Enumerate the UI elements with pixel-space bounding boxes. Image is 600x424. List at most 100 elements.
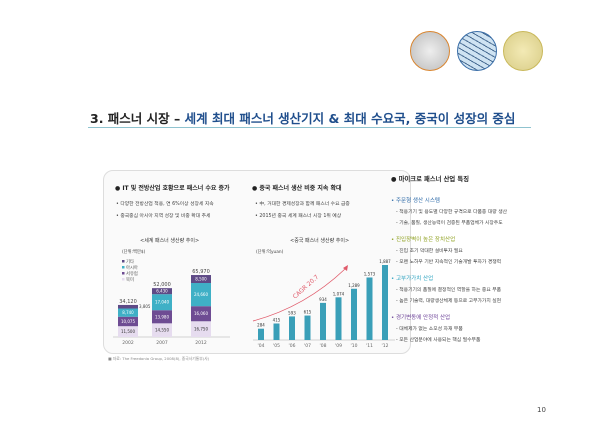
data-label: 284 bbox=[257, 323, 265, 328]
segment-label: 10,075 bbox=[121, 319, 135, 324]
total-label: 65,970 bbox=[192, 269, 210, 275]
legend-label: 서유럽 bbox=[126, 270, 138, 277]
segment-label: 17,040 bbox=[155, 300, 169, 305]
left-bullet: • 중국중심 아시아 지역 성장 및 비중 확대 추세 bbox=[116, 214, 211, 219]
data-label: 615 bbox=[304, 310, 312, 315]
middle-bullet: • 中, 거대한 경제성장과 함께 패스너 수요 급증 bbox=[255, 202, 350, 207]
feature-item: - 진입 초기 막대한 설비투자 필요 bbox=[396, 249, 463, 254]
cagr-arrowhead bbox=[343, 265, 348, 271]
bar bbox=[335, 297, 342, 340]
total-label: 34,120 bbox=[119, 299, 137, 305]
stacked-bar-segment bbox=[118, 316, 138, 327]
feature-title: • 주문형 생산 시스템 bbox=[391, 198, 440, 204]
segment-label: 16,750 bbox=[194, 327, 208, 332]
stacked-bar-segment bbox=[152, 323, 172, 337]
title-divider bbox=[88, 127, 531, 128]
left-heading: ● IT 및 전방산업 호황으로 패스너 수요 증가 bbox=[115, 185, 230, 192]
legend-label: 기타 bbox=[126, 258, 134, 265]
x-tick-label: '05 bbox=[273, 343, 280, 349]
stacked-bar-segment bbox=[118, 304, 138, 309]
segment-label: 24,660 bbox=[194, 292, 208, 297]
legend-swatch bbox=[122, 266, 125, 269]
feature-item: - 기술, 품질, 생산능력이 검증된 부품업체가 시장주도 bbox=[396, 221, 503, 226]
legend-swatch bbox=[122, 272, 125, 275]
left-bullet: • 다양한 전방산업 적용, 연 6%이상 성장세 지속 bbox=[116, 202, 214, 207]
bar bbox=[273, 323, 280, 340]
x-tick-label: '11 bbox=[366, 343, 373, 349]
features-list: • 주문형 생산 시스템 - 적용기기 및 용도별 다양한 규격으로 다품종 대량… bbox=[391, 196, 507, 343]
screws-photo-icon bbox=[503, 31, 543, 71]
feature-title: • 경기변동에 안정적 산업 bbox=[391, 315, 451, 321]
feature-title: • 고부가가치 산업 bbox=[391, 276, 434, 282]
stacked-bar-segment bbox=[191, 283, 211, 307]
x-tick-label: 2002 bbox=[122, 340, 134, 346]
x-tick-label: 2007 bbox=[156, 340, 168, 346]
x-tick-label: '06 bbox=[289, 343, 296, 349]
x-tick-label: '10 bbox=[351, 343, 358, 349]
cagr-arrow bbox=[252, 268, 346, 322]
middle-heading: ● 중국 패스너 생산 비중 지속 확대 bbox=[252, 185, 342, 192]
segment-label: 14,550 bbox=[155, 328, 169, 333]
fastener-photo-icon bbox=[457, 31, 497, 71]
stacked-bar-segment bbox=[152, 294, 172, 311]
legend-swatch bbox=[122, 260, 125, 263]
legend-label: 아시아 bbox=[126, 264, 138, 271]
data-label: 415 bbox=[273, 318, 281, 323]
legend-swatch bbox=[122, 278, 125, 281]
bolts-photo-icon bbox=[410, 31, 450, 71]
data-label: 1,573 bbox=[364, 271, 376, 276]
segment-label: 6,430 bbox=[156, 289, 168, 294]
x-tick-label: '07 bbox=[304, 343, 311, 349]
feature-item: - 적용기기의 품질에 결정적인 역할을 하는 중요 부품 bbox=[396, 288, 502, 293]
page-number: 10 bbox=[537, 406, 546, 414]
bar bbox=[382, 265, 388, 340]
x-tick-label: '12 bbox=[382, 343, 389, 349]
bar bbox=[258, 328, 264, 340]
cagr-label: CAGR 20.7 bbox=[292, 274, 321, 301]
feature-item: - 오랜 노하우 기반 지속적인 기술개발 투자가 경쟁력 bbox=[396, 260, 502, 265]
x-tick-label: '08 bbox=[320, 343, 327, 349]
feature-title: • 진입장벽이 높은 장치산업 bbox=[391, 237, 456, 243]
data-label: 593 bbox=[288, 310, 296, 315]
bar bbox=[320, 302, 326, 340]
title-prefix: 3. 패스너 시장 – bbox=[90, 111, 185, 126]
segment-label: 3,805 bbox=[139, 304, 151, 309]
bar bbox=[289, 316, 295, 340]
feature-item: - 모든 산업분야에 사용되는 핵심 필수부품 bbox=[396, 338, 481, 343]
segment-label: 8,500 bbox=[195, 277, 207, 282]
bar bbox=[351, 288, 357, 340]
middle-bullet: • 2015년 중국 세계 패스너 시장 1위 예상 bbox=[255, 214, 342, 219]
data-label: 934 bbox=[319, 297, 327, 302]
data-label: 1,289 bbox=[348, 283, 360, 288]
feature-item: - 높은 기술력, 대량생산체제 등으로 고부가가치 실현 bbox=[396, 299, 502, 304]
chart2-unit: (단위:억yuan) bbox=[256, 250, 284, 255]
legend-label: 북미 bbox=[126, 276, 134, 283]
stacked-bar-segment bbox=[191, 275, 211, 284]
chart1-unit: (단위:백만$) bbox=[122, 250, 146, 255]
segment-label: 8,740 bbox=[122, 310, 134, 315]
stacked-bar-segment bbox=[191, 321, 211, 337]
page-title: 3. 패스너 시장 – 세계 최대 패스너 생산기지 & 최대 수요국, 중국이… bbox=[90, 108, 515, 127]
total-label: 52,000 bbox=[153, 282, 171, 288]
x-tick-label: '09 bbox=[335, 343, 342, 349]
china-production-chart: CAGR 20.7 284 '04 415 '05 593 '06 615 '07 934 '08 1… bbox=[252, 259, 395, 349]
stacked-bar-segment bbox=[118, 308, 138, 317]
stacked-bar-segment bbox=[191, 306, 211, 322]
bar bbox=[366, 277, 373, 340]
stacked-bar-segment bbox=[152, 310, 172, 324]
x-tick-label: 2012 bbox=[195, 340, 207, 346]
feature-item: - 적용기기 및 용도별 다양한 규격으로 다품종 대량 생산 bbox=[396, 210, 508, 215]
segment-label: 11,500 bbox=[121, 329, 135, 334]
stacked-bar-segment bbox=[152, 288, 172, 295]
x-tick-label: '04 bbox=[258, 343, 265, 349]
right-heading: ● 마이크로 패스너 산업 특징 bbox=[391, 176, 469, 183]
source-note: ■ 자료: The Freedonia Group, 2008(8), 중국사기… bbox=[108, 356, 210, 361]
feature-item: - 대체제가 없는 소모성 자재 부품 bbox=[396, 327, 463, 332]
segment-label: 13,980 bbox=[155, 314, 169, 319]
bar bbox=[304, 315, 311, 340]
data-label: 1,887 bbox=[379, 259, 391, 264]
chart1-title: <세계 패스너 생산량 추이> bbox=[140, 238, 200, 244]
chart2-title: <중국 패스너 생산량 추이> bbox=[290, 238, 350, 244]
data-label: 1,074 bbox=[333, 291, 345, 296]
